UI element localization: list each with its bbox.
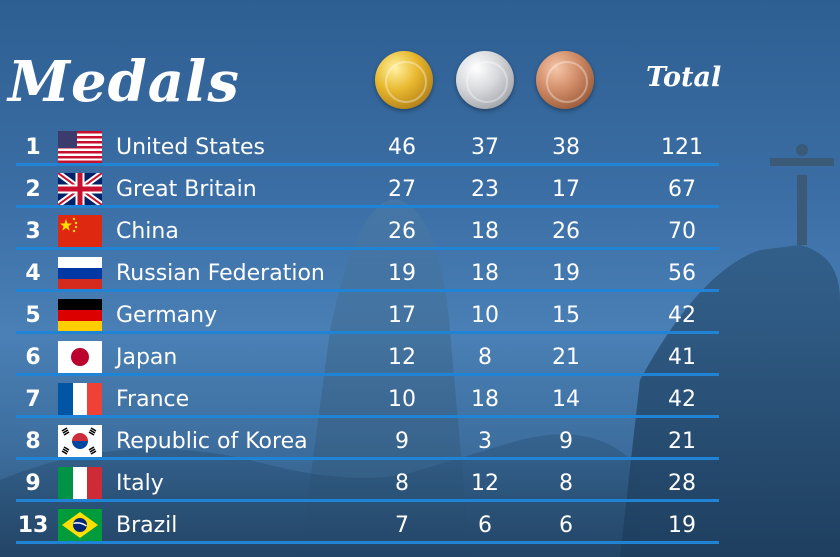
rank: 5 [25, 303, 41, 328]
row-divider [16, 247, 719, 250]
rank: 7 [25, 387, 41, 412]
silver-count: 18 [471, 219, 499, 244]
country-name: Germany [116, 303, 218, 328]
country-name: China [116, 219, 179, 244]
total-count: 42 [668, 387, 696, 412]
table-row: 5 Germany 17 10 15 42 [0, 297, 720, 339]
row-divider [16, 541, 719, 544]
br-flag-icon [58, 509, 102, 541]
silver-count: 18 [471, 387, 499, 412]
table-row: 4 Russian Federation 19 18 19 56 [0, 255, 720, 297]
table-row: 1 United States 46 37 38 121 [0, 129, 720, 171]
silver-medal-icon [456, 51, 514, 109]
country-name: Japan [116, 345, 178, 370]
table-row: 13 Brazil 7 6 6 19 [0, 507, 720, 549]
bronze-count: 17 [552, 177, 580, 202]
silver-count: 37 [471, 135, 499, 160]
rank: 1 [25, 135, 41, 160]
silver-count: 8 [478, 345, 492, 370]
table-row: 9 Italy 8 12 8 28 [0, 465, 720, 507]
kr-flag-icon [58, 425, 102, 457]
gold-count: 26 [388, 219, 416, 244]
gold-count: 46 [388, 135, 416, 160]
total-column-header: Total [646, 62, 722, 93]
gold-medal-icon [375, 51, 433, 109]
total-count: 121 [661, 135, 703, 160]
country-name: Brazil [116, 513, 178, 538]
gold-count: 10 [388, 387, 416, 412]
gold-count: 17 [388, 303, 416, 328]
gold-count: 19 [388, 261, 416, 286]
row-divider [16, 163, 719, 166]
silver-count: 3 [478, 429, 492, 454]
cn-flag-icon [58, 215, 102, 247]
table-row: 2 Great Britain 27 23 17 67 [0, 171, 720, 213]
row-divider [16, 331, 719, 334]
gold-count: 9 [395, 429, 409, 454]
bronze-count: 19 [552, 261, 580, 286]
gb-flag-icon [58, 173, 102, 205]
gold-count: 12 [388, 345, 416, 370]
silver-count: 12 [471, 471, 499, 496]
bronze-count: 26 [552, 219, 580, 244]
total-count: 56 [668, 261, 696, 286]
table-row: 7 France 10 18 14 42 [0, 381, 720, 423]
total-count: 19 [668, 513, 696, 538]
bronze-count: 14 [552, 387, 580, 412]
total-count: 41 [668, 345, 696, 370]
table-row: 3 China 26 18 26 70 [0, 213, 720, 255]
bronze-count: 6 [559, 513, 573, 538]
table-row: 6 Japan 12 8 21 41 [0, 339, 720, 381]
row-divider [16, 457, 719, 460]
bronze-count: 21 [552, 345, 580, 370]
total-count: 67 [668, 177, 696, 202]
total-count: 28 [668, 471, 696, 496]
gold-count: 7 [395, 513, 409, 538]
it-flag-icon [58, 467, 102, 499]
country-name: Great Britain [116, 177, 257, 202]
page-title: Medals [8, 49, 240, 115]
bronze-count: 38 [552, 135, 580, 160]
silver-count: 10 [471, 303, 499, 328]
country-name: Russian Federation [116, 261, 325, 286]
total-count: 21 [668, 429, 696, 454]
bronze-medal-icon [536, 51, 594, 109]
bronze-count: 8 [559, 471, 573, 496]
silver-count: 6 [478, 513, 492, 538]
silver-count: 23 [471, 177, 499, 202]
rank: 6 [25, 345, 41, 370]
de-flag-icon [58, 299, 102, 331]
total-count: 42 [668, 303, 696, 328]
us-flag-icon [58, 131, 102, 163]
fr-flag-icon [58, 383, 102, 415]
row-divider [16, 205, 719, 208]
row-divider [16, 415, 719, 418]
gold-count: 27 [388, 177, 416, 202]
row-divider [16, 499, 719, 502]
rank: 13 [17, 513, 49, 538]
total-count: 70 [668, 219, 696, 244]
country-name: France [116, 387, 190, 412]
ru-flag-icon [58, 257, 102, 289]
rank: 3 [25, 219, 41, 244]
country-name: Italy [116, 471, 164, 496]
table-row: 8 Republic of Korea 9 3 9 21 [0, 423, 720, 465]
rank: 2 [25, 177, 41, 202]
country-name: Republic of Korea [116, 429, 308, 454]
jp-flag-icon [58, 341, 102, 373]
rank: 8 [25, 429, 41, 454]
country-name: United States [116, 135, 265, 160]
bronze-count: 9 [559, 429, 573, 454]
row-divider [16, 373, 719, 376]
row-divider [16, 289, 719, 292]
gold-count: 8 [395, 471, 409, 496]
rank: 9 [25, 471, 41, 496]
bronze-count: 15 [552, 303, 580, 328]
rank: 4 [25, 261, 41, 286]
silver-count: 18 [471, 261, 499, 286]
